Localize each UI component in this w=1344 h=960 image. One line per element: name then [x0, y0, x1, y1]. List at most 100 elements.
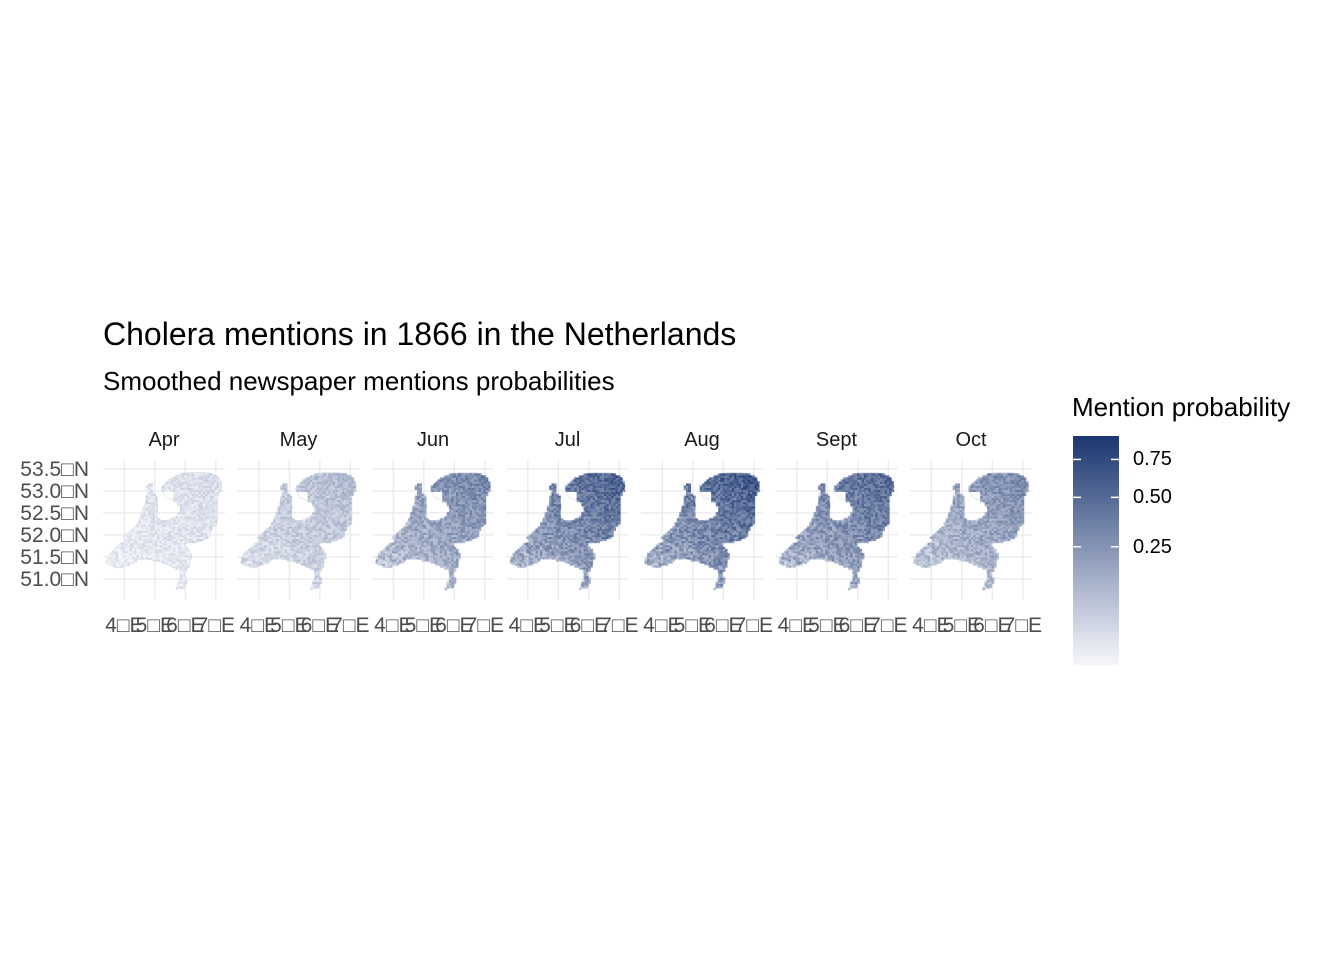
municipality-cell: [474, 505, 477, 509]
municipality-cell: [439, 561, 443, 564]
municipality-cell: [284, 495, 288, 499]
municipality-cell: [307, 532, 311, 535]
municipality-cell: [282, 524, 286, 527]
municipality-cell: [150, 524, 153, 527]
municipality-cell: [186, 550, 190, 554]
municipality-cell: [127, 555, 131, 558]
municipality-cell: [303, 522, 306, 525]
municipality-cell: [469, 507, 473, 511]
municipality-cell: [410, 546, 413, 550]
municipality-cell: [455, 501, 459, 505]
municipality-cell: [435, 550, 438, 554]
municipality-cell: [546, 524, 550, 527]
municipality-cell: [391, 542, 395, 546]
y-tick-label: 53.0□N: [20, 480, 89, 503]
x-tick-label: 4□E: [374, 614, 412, 637]
municipality-cell: [309, 495, 313, 499]
municipality-cell: [414, 540, 418, 544]
municipality-cell: [261, 552, 265, 556]
municipality-cell: [460, 475, 464, 478]
municipality-cell: [478, 505, 482, 509]
municipality-cell: [134, 559, 137, 562]
municipality-cell: [590, 536, 594, 540]
municipality-cell: [337, 522, 341, 525]
municipality-cell: [460, 483, 464, 486]
municipality-cell: [177, 475, 181, 478]
municipality-cell: [319, 481, 322, 484]
municipality-cell: [462, 530, 466, 533]
municipality-cell: [449, 479, 452, 482]
municipality-cell: [604, 530, 607, 533]
municipality-cell: [191, 487, 195, 490]
municipality-cell: [483, 479, 487, 482]
municipality-cell: [375, 561, 379, 564]
municipality-cell: [437, 526, 441, 529]
municipality-cell: [330, 518, 334, 521]
municipality-cell: [412, 552, 416, 556]
municipality-cell: [478, 473, 482, 476]
municipality-cell: [271, 557, 274, 560]
municipality-cell: [458, 479, 461, 482]
municipality-cell: [451, 557, 454, 560]
municipality-cell: [212, 475, 215, 478]
municipality-cell: [245, 563, 249, 566]
municipality-cell: [205, 491, 208, 495]
municipality-cell: [164, 538, 167, 542]
municipality-cell: [528, 557, 532, 560]
municipality-cell: [175, 516, 179, 519]
municipality-cell: [277, 555, 281, 558]
municipality-cell: [476, 487, 480, 490]
municipality-cell: [553, 536, 557, 540]
municipality-cell: [444, 559, 448, 562]
municipality-cell: [348, 510, 352, 513]
municipality-cell: [462, 493, 466, 497]
municipality-cell: [594, 520, 598, 523]
municipality-cell: [168, 526, 172, 529]
municipality-cell: [214, 485, 218, 488]
municipality-cell: [328, 479, 331, 482]
municipality-cell: [585, 507, 589, 511]
municipality-cell: [150, 510, 153, 513]
municipality-cell: [419, 507, 422, 511]
municipality-cell: [202, 481, 206, 484]
municipality-cell: [259, 555, 263, 558]
municipality-cell: [553, 507, 557, 511]
municipality-cell: [300, 546, 304, 550]
municipality-cell: [202, 503, 206, 507]
municipality-cell: [435, 485, 438, 488]
municipality-cell: [544, 518, 548, 521]
municipality-cell: [309, 493, 313, 497]
municipality-cell: [314, 534, 318, 538]
municipality-cell: [553, 538, 557, 542]
municipality-cell: [569, 546, 573, 550]
municipality-cell: [576, 557, 580, 560]
municipality-cell: [585, 579, 589, 583]
municipality-cell: [449, 548, 452, 552]
municipality-cell: [608, 536, 612, 540]
municipality-cell: [556, 530, 559, 533]
municipality-cell: [328, 524, 331, 527]
municipality-cell: [455, 483, 459, 486]
municipality-cell: [143, 528, 147, 531]
municipality-cell: [546, 532, 550, 535]
municipality-cell: [198, 503, 201, 507]
municipality-cell: [553, 548, 557, 552]
municipality-cell: [526, 557, 530, 560]
municipality-cell: [330, 499, 334, 503]
municipality-cell: [537, 534, 541, 538]
municipality-cell: [558, 548, 562, 552]
municipality-cell: [416, 530, 420, 533]
municipality-cell: [330, 483, 334, 486]
municipality-cell: [284, 550, 288, 554]
municipality-cell: [348, 501, 352, 505]
municipality-cell: [164, 540, 167, 544]
municipality-cell: [314, 532, 318, 535]
municipality-cell: [416, 503, 420, 507]
municipality-cell: [271, 526, 274, 529]
municipality-cell: [191, 510, 195, 513]
municipality-cell: [202, 526, 206, 529]
municipality-cell: [565, 557, 568, 560]
municipality-cell: [284, 526, 288, 529]
municipality-cell: [514, 552, 518, 556]
municipality-cell: [175, 534, 179, 538]
